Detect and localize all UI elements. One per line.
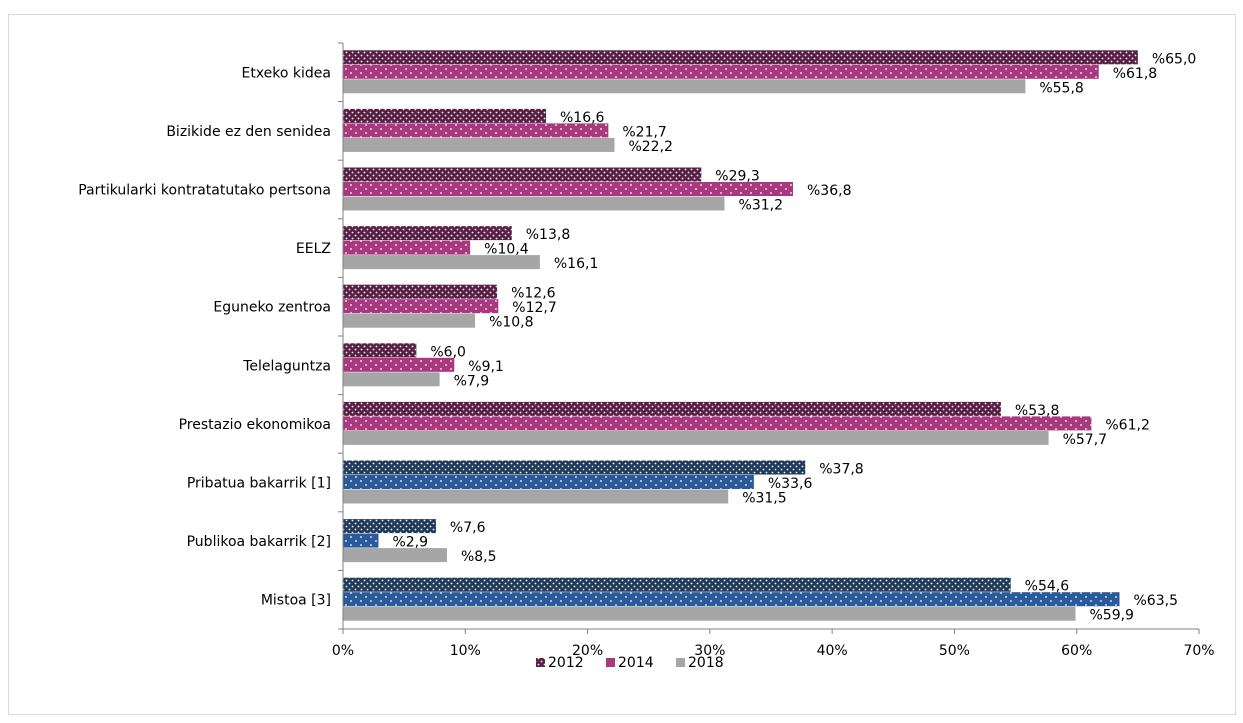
data-label-2012: %6,0 [430,344,466,360]
data-label-2018: %31,2 [739,198,783,214]
data-label-2012: %54,6 [1025,579,1070,595]
legend-label-2018: 2018 [688,655,724,671]
bar-pattern-2014 [343,592,1120,607]
legend-swatch-pattern [536,658,545,667]
bar-2018 [343,255,540,270]
bar-pattern-2012 [343,167,702,182]
x-tick-label: 30% [694,643,725,659]
data-label-2018: %16,1 [554,256,598,272]
plot-area: Etxeko kidea %65,0%61,8 %55,8 Bizikide ez d… [78,42,1215,659]
category-label: Bizikide ez den senidea [166,124,331,140]
category-label: Prestazio ekonomikoa [179,417,331,433]
bar-2018 [343,137,615,152]
bar-pattern-2014 [343,240,471,255]
category-label: Etxeko kidea [241,65,331,81]
bar-pattern-2014 [343,299,499,314]
data-label-2018: %55,8 [1039,80,1083,96]
data-label-2012: %65,0 [1152,51,1196,67]
bar-2018 [343,196,725,211]
bar-pattern-2012 [343,226,512,241]
data-label-2018: %8,5 [461,549,497,565]
legend: 2012 2014 2018 [536,655,724,671]
bar-2018 [343,430,1049,445]
data-label-2014: %61,8 [1113,66,1157,82]
data-label-2018: %59,9 [1089,608,1133,624]
bar-pattern-2012 [343,460,806,475]
x-tick-label: 20% [572,643,603,659]
data-label-2014: %2,9 [392,535,428,551]
data-label-2012: %16,6 [560,110,605,126]
category-label: Telelaguntza [242,358,331,374]
x-tick-label: 10% [450,643,481,659]
bar-pattern-2014 [343,416,1092,431]
category-label: Publikoa bakarrik [2] [187,534,331,550]
bar-pattern-2014 [343,475,754,489]
bar-pattern-2012 [343,401,1001,416]
bar-pattern-2012 [343,108,546,123]
bar-2018 [343,606,1076,621]
legend-swatch-2018 [676,658,685,667]
x-tick-label: 0% [332,643,354,659]
data-label-2014: %9,1 [468,359,504,375]
bar-2018 [343,313,476,328]
bar-pattern-2012 [343,519,436,534]
data-label-2014: %10,4 [484,242,529,258]
category-label: Mistoa [3] [261,593,331,609]
data-label-2012: %29,3 [715,169,759,185]
bar-pattern-2014 [343,182,794,196]
bar-2018 [343,79,1026,94]
data-label-2014: %12,7 [512,300,556,316]
legend-label-2012: 2012 [548,655,584,671]
bar-pattern-2014 [343,123,609,138]
data-label-2014: %33,6 [768,476,813,492]
x-tick-label: 40% [817,643,848,659]
data-label-2018: %31,5 [742,491,786,507]
category-label: EELZ [296,241,331,257]
legend-label-2014: 2014 [618,655,654,671]
data-label-2014: %63,5 [1134,593,1178,609]
category-label: Pribatua bakarrik [1] [187,476,331,492]
bar-pattern-2012 [343,577,1011,592]
bar-2018 [343,548,447,563]
x-tick-label: 60% [1061,643,1092,659]
legend-swatch-2014 [606,658,615,667]
chart-frame: Etxeko kidea %65,0 %61,8 %55,8 Bizikide ez d… [8,14,1236,715]
data-label-2014: %36,8 [807,183,851,199]
bar-pattern-2012 [343,343,417,358]
data-label-2014: %21,7 [622,124,666,140]
bar-pattern-2012 [343,50,1138,65]
data-label-2018: %57,7 [1063,432,1107,448]
bar-pattern-2014 [343,357,455,372]
bar-2018 [343,372,440,387]
data-label-2012: %13,8 [526,227,570,243]
bar-pattern-2014 [343,64,1099,79]
x-tick-label: 50% [939,643,970,659]
data-label-2018: %22,2 [628,139,672,155]
data-label-2018: %10,8 [489,315,533,331]
bar-2018 [343,489,729,504]
data-label-2018: %7,9 [454,373,490,389]
category-label: Partikularki kontratatutako pertsona [78,183,331,199]
bar-pattern-2012 [343,284,498,299]
bar-pattern-2014 [343,533,379,548]
data-label-2014: %61,2 [1105,417,1149,433]
data-label-2012: %7,6 [450,520,486,536]
x-tick-label: 70% [1183,643,1214,659]
data-label-2012: %12,6 [511,286,556,302]
data-label-2012: %37,8 [819,462,863,478]
bar-chart: Etxeko kidea %65,0%61,8 %55,8 Bizikide ez d… [78,42,1215,671]
category-label: Eguneko zentroa [213,300,331,316]
data-label-2012: %53,8 [1015,403,1059,419]
